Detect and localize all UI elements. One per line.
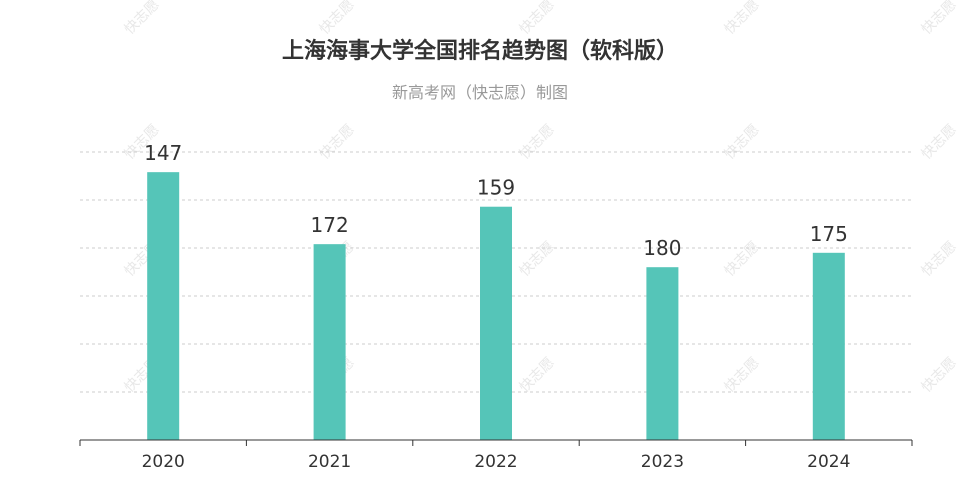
watermark-text: 快志愿 xyxy=(919,122,960,163)
watermark-text: 快志愿 xyxy=(517,0,558,38)
data-label-2024: 175 xyxy=(810,222,848,246)
x-tick-label-2021: 2021 xyxy=(308,452,351,472)
x-tick-label-2024: 2024 xyxy=(807,452,850,472)
watermark-text: 快志愿 xyxy=(517,355,558,396)
bar-2023 xyxy=(646,267,679,440)
data-label-2021: 172 xyxy=(311,213,349,237)
x-tick-label-2023: 2023 xyxy=(641,452,684,472)
x-tick-label-2022: 2022 xyxy=(474,452,517,472)
bar-2022 xyxy=(480,206,512,440)
watermark-text: 快志愿 xyxy=(722,239,763,280)
data-label-2022: 159 xyxy=(477,176,515,200)
bar-2024 xyxy=(812,252,845,440)
watermark-text: 快志愿 xyxy=(919,0,960,38)
chart-subtitle: 新高考网（快志愿）制图 xyxy=(391,83,568,102)
watermark-text: 快志愿 xyxy=(919,355,960,396)
watermark-text: 快志愿 xyxy=(122,0,163,38)
watermark-text: 快志愿 xyxy=(722,0,763,38)
bars xyxy=(147,172,845,440)
value-labels: 147 172 159 180 175 xyxy=(144,141,848,260)
x-axis: 2020 2021 2022 2023 2024 xyxy=(79,439,913,472)
data-label-2023: 180 xyxy=(643,236,681,260)
watermark-text: 快志愿 xyxy=(517,239,558,280)
watermark-text: 快志愿 xyxy=(919,239,960,280)
watermark-text: 快志愿 xyxy=(722,122,763,163)
watermark-text: 快志愿 xyxy=(722,355,763,396)
x-tick-label-2020: 2020 xyxy=(142,452,185,472)
watermark-text: 快志愿 xyxy=(317,0,358,38)
watermark-text: 快志愿 xyxy=(317,122,358,163)
bar-2021 xyxy=(313,244,346,440)
chart-title: 上海海事大学全国排名趋势图（软科版） xyxy=(281,39,678,64)
bar-2020 xyxy=(147,172,180,440)
data-label-2020: 147 xyxy=(144,141,182,165)
watermark-text: 快志愿 xyxy=(517,122,558,163)
